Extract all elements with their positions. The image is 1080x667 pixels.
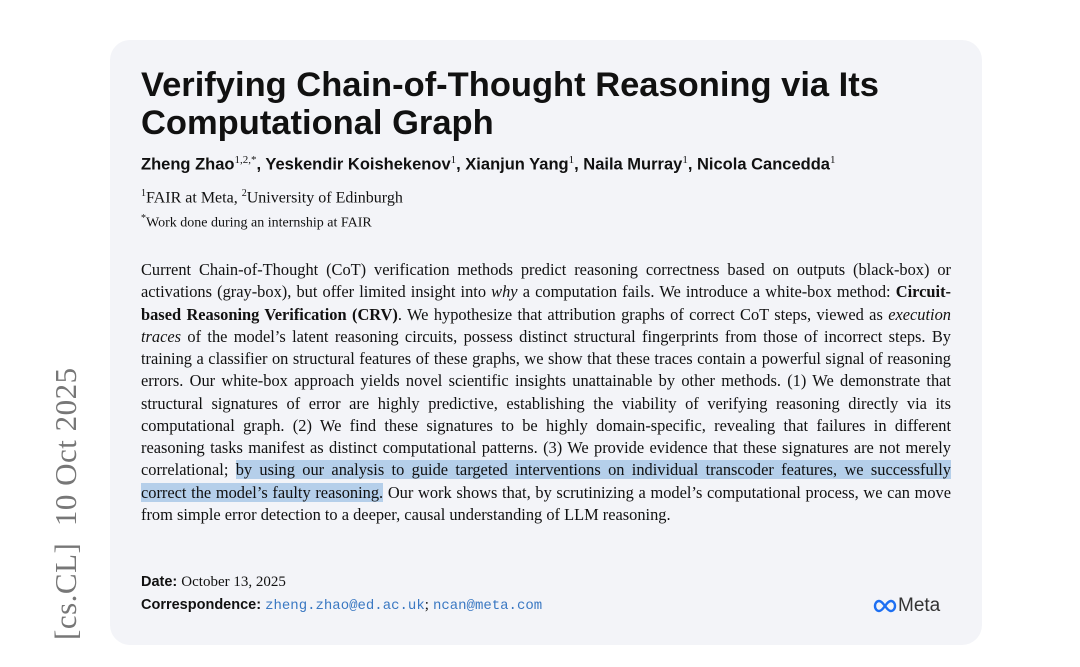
author: Yeskendir Koishekenov: [265, 155, 451, 174]
author: Xianjun Yang: [465, 155, 569, 174]
arxiv-stamp: [cs.CL] 10 Oct 2025: [48, 367, 83, 640]
author-affiliation: 1: [829, 154, 836, 166]
footnote: *Work done during an internship at FAIR: [141, 213, 372, 232]
date-row: Date: October 13, 2025: [141, 574, 286, 591]
author: Zheng Zhao: [141, 155, 235, 174]
abstract-text: . We hypothesize that attribution graphs…: [397, 304, 889, 324]
author-affiliation: 1,2,*: [234, 154, 257, 166]
affiliations: 1FAIR at Meta, 2University of Edinburgh: [141, 188, 403, 207]
date-label: Date:: [141, 574, 178, 590]
abstract-text: a computation fails. We introduce a whit…: [517, 282, 896, 302]
abstract-italic: execution traces: [141, 304, 951, 346]
author-affiliation: 1: [450, 154, 457, 166]
affiliation: FAIR at Meta,: [146, 189, 242, 207]
abstract-text: Our work shows that, by scrutinizing a m…: [141, 482, 951, 524]
email-link[interactable]: zheng.zhao@ed.ac.uk: [265, 598, 425, 614]
date-value: October 13, 2025: [181, 574, 286, 590]
abstract-text: Current Chain-of-Thought (CoT) verificat…: [141, 260, 951, 302]
note-mark: *: [141, 213, 146, 224]
affil-mark: 1: [141, 188, 146, 199]
author-affiliation: 1: [682, 154, 688, 166]
meta-infinity-icon: [873, 599, 897, 613]
abstract-bold: Circuit-based Reasoning Verification (CR…: [141, 282, 951, 324]
affiliation: University of Edinburgh: [246, 189, 403, 207]
correspondence-row: Correspondence: zheng.zhao@ed.ac.uk; nca…: [141, 597, 542, 614]
paper-card: Verifying Chain-of-Thought Reasoning via…: [110, 40, 982, 645]
author-list: Zheng Zhao1,2,*, Yeskendir Koishekenov1,…: [141, 154, 836, 174]
author: Nicola Cancedda: [697, 155, 830, 174]
abstract-text: of the model’s latent reasoning circuits…: [141, 326, 951, 480]
meta-logo: Meta: [872, 595, 940, 617]
author-affiliation: 1: [568, 154, 575, 166]
separator: ;: [424, 597, 429, 613]
meta-logo-text: Meta: [898, 595, 941, 616]
paper-title: Verifying Chain-of-Thought Reasoning via…: [141, 66, 879, 142]
affil-mark: 2: [241, 188, 247, 199]
abstract: Current Chain-of-Thought (CoT) verificat…: [141, 259, 951, 526]
correspondence-label: Correspondence:: [141, 597, 262, 613]
author: Naila Murray: [583, 155, 683, 174]
note-text: Work done during an internship at FAIR: [146, 215, 372, 231]
email-link[interactable]: ncan@meta.com: [432, 598, 543, 614]
abstract-italic: why: [491, 282, 518, 302]
